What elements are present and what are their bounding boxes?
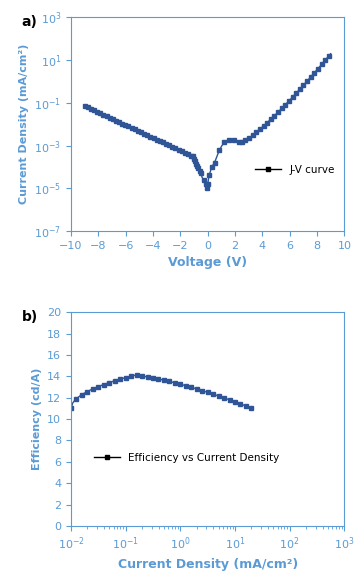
Legend: Efficiency vs Current Density: Efficiency vs Current Density xyxy=(90,449,284,468)
Text: a): a) xyxy=(22,15,38,29)
X-axis label: Voltage (V): Voltage (V) xyxy=(168,256,247,269)
Text: b): b) xyxy=(22,310,38,324)
Y-axis label: Current Density (mA/cm²): Current Density (mA/cm²) xyxy=(19,44,29,205)
Y-axis label: Efficiency (cd/A): Efficiency (cd/A) xyxy=(32,368,42,470)
X-axis label: Current Density (mA/cm²): Current Density (mA/cm²) xyxy=(118,558,298,571)
Legend: J-V curve: J-V curve xyxy=(251,161,339,179)
